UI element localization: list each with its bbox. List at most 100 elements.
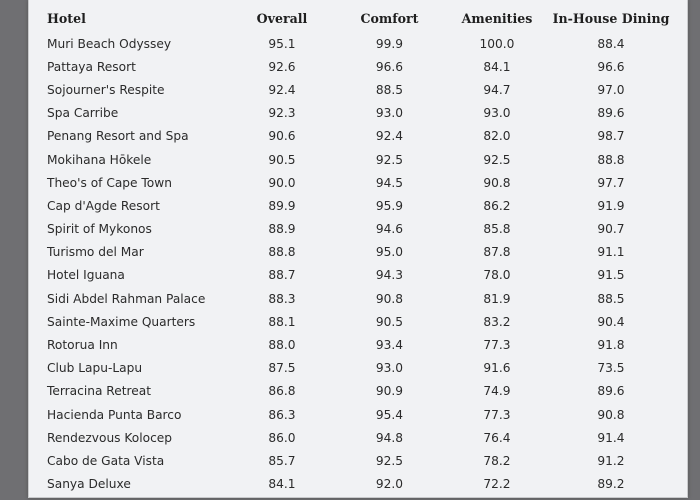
hotel-ratings-table: Hotel Overall Comfort Amenities In-House… — [39, 4, 675, 496]
cell-amenities: 87.8 — [483, 245, 511, 260]
cell-in-house-dining: 90.7 — [597, 222, 625, 237]
cell-comfort: 90.5 — [375, 314, 404, 329]
cell-overall: 88.0 — [268, 338, 296, 353]
cell-hotel: Pattaya Resort — [47, 59, 136, 74]
cell-in-house-dining: 89.6 — [597, 384, 625, 399]
cell-hotel: Rendezvous Kolocep — [47, 430, 173, 445]
cell-comfort: 94.8 — [375, 430, 404, 445]
table-row: Muri Beach Odyssey 95.1 99.9 100.0 88.4 — [39, 32, 675, 55]
cell-amenities: 77.3 — [483, 338, 511, 353]
cell-amenities: 78.0 — [483, 268, 511, 283]
table-header-row: Hotel Overall Comfort Amenities In-House… — [39, 4, 675, 32]
cell-comfort: 94.3 — [375, 268, 404, 283]
table-row: Spa Carribe 92.3 93.0 93.0 89.6 — [39, 102, 675, 125]
table-row: Spirit of Mykonos 88.9 94.6 85.8 90.7 — [39, 218, 675, 241]
cell-hotel: Hotel Iguana — [47, 268, 125, 283]
table-row: Cap d'Agde Resort 89.9 95.9 86.2 91.9 — [39, 194, 675, 217]
cell-overall: 90.0 — [268, 175, 296, 190]
cell-in-house-dining: 97.7 — [597, 175, 625, 190]
cell-in-house-dining: 88.4 — [597, 36, 625, 51]
cell-in-house-dining: 91.4 — [597, 430, 625, 445]
cell-in-house-dining: 88.5 — [597, 291, 625, 306]
cell-hotel: Sainte-Maxime Quarters — [47, 314, 196, 329]
cell-hotel: Club Lapu-Lapu — [47, 361, 143, 376]
cell-overall: 90.5 — [268, 152, 296, 167]
table-row: Cabo de Gata Vista 85.7 92.5 78.2 91.2 — [39, 449, 675, 472]
table-row: Turismo del Mar 88.8 95.0 87.8 91.1 — [39, 241, 675, 264]
cell-amenities: 74.9 — [483, 384, 511, 399]
cell-overall: 87.5 — [268, 361, 296, 376]
cell-hotel: Hacienda Punta Barco — [47, 407, 182, 422]
cell-in-house-dining: 98.7 — [597, 129, 625, 144]
cell-overall: 86.3 — [268, 407, 296, 422]
cell-in-house-dining: 91.8 — [597, 338, 625, 353]
cell-overall: 90.6 — [268, 129, 296, 144]
cell-in-house-dining: 90.4 — [597, 314, 625, 329]
table-row: Hacienda Punta Barco 86.3 95.4 77.3 90.8 — [39, 403, 675, 426]
cell-overall: 92.4 — [268, 82, 296, 97]
cell-amenities: 91.6 — [483, 361, 511, 376]
cell-amenities: 77.3 — [483, 407, 511, 422]
header-amenities: Amenities — [461, 10, 533, 26]
cell-comfort: 95.9 — [375, 198, 404, 213]
cell-amenities: 83.2 — [483, 314, 511, 329]
table-row: Rendezvous Kolocep 86.0 94.8 76.4 91.4 — [39, 426, 675, 449]
cell-amenities: 76.4 — [483, 430, 511, 445]
cell-comfort: 94.6 — [375, 222, 404, 237]
cell-hotel: Theo's of Cape Town — [47, 175, 172, 190]
cell-hotel: Muri Beach Odyssey — [47, 36, 172, 51]
table-row: Sojourner's Respite 92.4 88.5 94.7 97.0 — [39, 78, 675, 101]
cell-comfort: 96.6 — [375, 59, 404, 74]
cell-overall: 86.8 — [268, 384, 296, 399]
cell-overall: 86.0 — [268, 430, 296, 445]
cell-comfort: 90.8 — [375, 291, 404, 306]
table-panel: Hotel Overall Comfort Amenities In-House… — [28, 0, 688, 498]
cell-overall: 88.1 — [268, 314, 296, 329]
cell-hotel: Sidi Abdel Rahman Palace — [47, 291, 206, 306]
cell-hotel: Spa Carribe — [47, 106, 119, 121]
cell-amenities: 78.2 — [483, 453, 511, 468]
cell-amenities: 85.8 — [483, 222, 511, 237]
table-row: Sainte-Maxime Quarters 88.1 90.5 83.2 90.4 — [39, 310, 675, 333]
header-overall: Overall — [256, 10, 308, 26]
cell-amenities: 90.8 — [483, 175, 511, 190]
cell-in-house-dining: 91.5 — [597, 268, 625, 283]
table-row: Penang Resort and Spa 90.6 92.4 82.0 98.7 — [39, 125, 675, 148]
cell-hotel: Penang Resort and Spa — [47, 129, 189, 144]
cell-amenities: 86.2 — [483, 198, 511, 213]
cell-overall: 88.9 — [268, 222, 296, 237]
cell-overall: 95.1 — [268, 36, 296, 51]
cell-comfort: 95.0 — [375, 245, 404, 260]
table-row: Theo's of Cape Town 90.0 94.5 90.8 97.7 — [39, 171, 675, 194]
cell-amenities: 94.7 — [483, 82, 511, 97]
cell-in-house-dining: 91.1 — [597, 245, 625, 260]
cell-hotel: Sojourner's Respite — [47, 82, 165, 97]
cell-overall: 84.1 — [268, 477, 296, 492]
cell-comfort: 92.5 — [375, 453, 404, 468]
cell-in-house-dining: 88.8 — [597, 152, 625, 167]
cell-overall: 92.6 — [268, 59, 296, 74]
cell-amenities: 82.0 — [483, 129, 511, 144]
cell-in-house-dining: 89.6 — [597, 106, 625, 121]
cell-overall: 92.3 — [268, 106, 296, 121]
cell-hotel: Rotorua Inn — [47, 338, 118, 353]
header-in-house-dining: In-House Dining — [552, 10, 670, 26]
cell-amenities: 81.9 — [483, 291, 511, 306]
cell-overall: 89.9 — [268, 198, 296, 213]
cell-overall: 85.7 — [268, 453, 296, 468]
cell-in-house-dining: 89.2 — [597, 477, 625, 492]
cell-comfort: 93.0 — [375, 106, 404, 121]
cell-comfort: 90.9 — [375, 384, 404, 399]
cell-hotel: Turismo del Mar — [47, 245, 144, 260]
cell-hotel: Terracina Retreat — [47, 384, 151, 399]
cell-amenities: 72.2 — [483, 477, 511, 492]
cell-amenities: 93.0 — [483, 106, 511, 121]
cell-hotel: Mokihana Hōkele — [47, 152, 152, 167]
cell-in-house-dining: 91.2 — [597, 453, 625, 468]
cell-in-house-dining: 91.9 — [597, 198, 625, 213]
header-hotel: Hotel — [47, 10, 86, 26]
cell-in-house-dining: 96.6 — [597, 59, 625, 74]
cell-in-house-dining: 90.8 — [597, 407, 625, 422]
cell-hotel: Cap d'Agde Resort — [47, 198, 160, 213]
